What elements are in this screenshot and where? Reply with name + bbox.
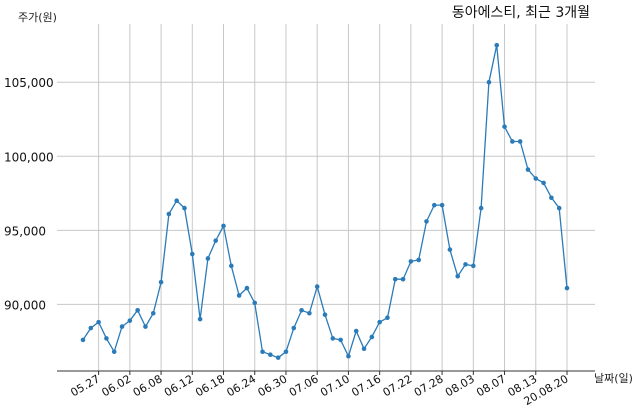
x-tick-label: 07.06 — [287, 372, 321, 399]
data-point — [143, 324, 148, 329]
data-point — [119, 324, 125, 329]
data-point — [135, 307, 140, 313]
data-point — [96, 319, 101, 325]
data-point — [330, 336, 336, 341]
y-tick-label: 90,000 — [4, 298, 46, 312]
data-point — [447, 247, 453, 252]
data-point — [525, 167, 531, 172]
x-tick-label: 07.22 — [381, 372, 415, 399]
data-point — [291, 325, 297, 331]
data-point — [88, 325, 94, 331]
data-point — [424, 219, 429, 224]
data-point — [158, 279, 164, 285]
data-point — [182, 205, 187, 211]
data-point — [205, 256, 211, 261]
data-point — [127, 318, 133, 323]
data-point — [564, 285, 570, 291]
y-tick-label: 95,000 — [4, 224, 46, 238]
x-tick-label: 06.18 — [193, 372, 227, 399]
x-tick-label: 08.03 — [443, 372, 477, 399]
data-point — [260, 349, 265, 355]
x-tick-label: 06.12 — [162, 372, 196, 399]
x-tick-label: 05.27 — [68, 372, 102, 399]
data-point — [556, 205, 562, 211]
data-point — [346, 353, 351, 359]
data-point — [244, 285, 250, 291]
grid — [57, 24, 595, 375]
data-point — [533, 176, 539, 181]
x-tick-label: 06.30 — [256, 372, 290, 399]
series-line — [82, 45, 568, 359]
data-point — [549, 195, 554, 201]
x-tick-label: 07.16 — [349, 372, 383, 399]
data-point — [439, 202, 445, 208]
x-tick-label: 06.24 — [224, 372, 258, 399]
x-tick-labels: 05.2706.0206.0806.1206.1806.2406.3007.06… — [68, 372, 570, 408]
data-point — [229, 263, 234, 269]
data-point — [252, 300, 258, 306]
data-point — [338, 337, 343, 343]
data-point — [104, 336, 109, 341]
data-point — [385, 315, 390, 320]
data-point — [408, 259, 414, 264]
data-point — [236, 293, 242, 298]
data-point — [150, 310, 156, 316]
data-point — [502, 124, 507, 129]
data-point — [517, 139, 523, 144]
y-axis-label: 주가(원) — [18, 11, 57, 24]
data-point — [431, 202, 437, 208]
data-point — [510, 139, 515, 144]
x-axis-label: 날짜(일) — [594, 371, 633, 385]
data-point — [471, 263, 476, 269]
data-point — [361, 346, 367, 352]
y-tick-labels: 90,000 95,000 100,000 105,000 — [4, 76, 54, 312]
data-point — [221, 223, 226, 229]
data-point — [268, 352, 273, 358]
data-point — [392, 276, 398, 282]
data-point — [213, 238, 219, 243]
data-point — [111, 349, 117, 355]
data-point — [353, 328, 359, 334]
data-point — [283, 349, 289, 355]
data-point — [322, 312, 328, 318]
data-point — [486, 79, 492, 85]
data-point — [80, 337, 86, 343]
data-points — [80, 42, 570, 360]
data-point — [314, 284, 320, 289]
data-point — [166, 211, 172, 217]
data-point — [455, 273, 461, 279]
x-tick-label: 07.28 — [412, 372, 446, 399]
data-point — [189, 251, 195, 257]
data-point — [494, 42, 500, 48]
y-tick-label: 105,000 — [4, 76, 54, 90]
data-point — [307, 310, 312, 316]
data-point — [299, 307, 304, 313]
data-point — [416, 257, 421, 263]
data-point — [400, 276, 406, 282]
data-point — [541, 180, 546, 186]
chart-title: 동아에스티, 최근 3개월 — [452, 5, 590, 21]
data-point — [197, 316, 203, 322]
y-tick-label: 100,000 — [4, 150, 54, 164]
data-point — [463, 262, 468, 267]
x-tick-label: 07.10 — [318, 372, 352, 399]
data-point — [369, 334, 375, 340]
data-point — [275, 355, 281, 360]
x-tick-label: 08.07 — [474, 372, 508, 399]
data-point — [174, 198, 179, 204]
data-point — [377, 319, 382, 325]
x-tick-label: 06.08 — [131, 372, 165, 399]
x-tick-label: 06.02 — [100, 372, 134, 399]
data-point — [478, 205, 484, 211]
